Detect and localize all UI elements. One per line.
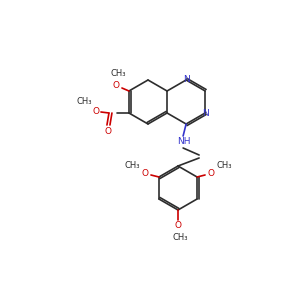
Text: CH₃: CH₃: [76, 98, 92, 106]
Text: CH₃: CH₃: [110, 70, 126, 79]
Text: O: O: [112, 80, 119, 89]
Text: CH₃: CH₃: [172, 233, 188, 242]
Text: O: O: [208, 169, 214, 178]
Text: NH: NH: [177, 137, 191, 146]
Text: O: O: [141, 169, 148, 178]
Text: N: N: [202, 109, 208, 118]
Text: N: N: [183, 76, 190, 85]
Text: O: O: [104, 127, 111, 136]
Text: CH₃: CH₃: [124, 160, 140, 169]
Text: O: O: [175, 221, 182, 230]
Text: O: O: [92, 106, 99, 116]
Text: CH₃: CH₃: [216, 160, 232, 169]
